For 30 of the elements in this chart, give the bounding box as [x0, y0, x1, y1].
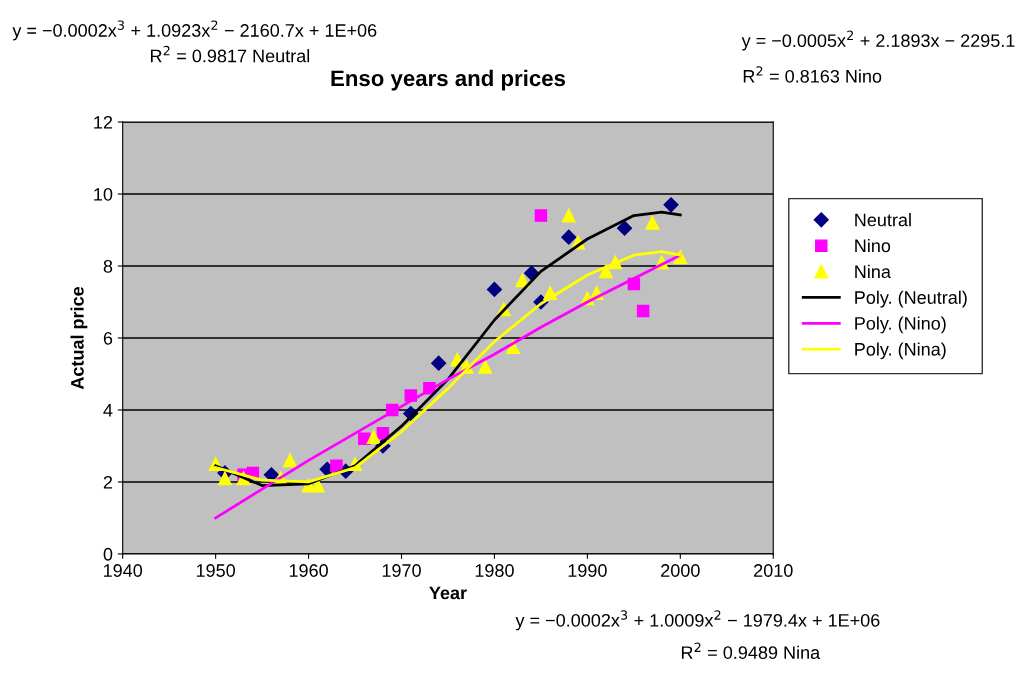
x-tick-label: 2010 [754, 564, 793, 577]
y-tick-label: 10 [94, 187, 113, 201]
x-tick-label: 1970 [382, 564, 421, 577]
legend-label: Poly. (Nina) [855, 342, 946, 360]
legend-label: Nina [855, 264, 891, 279]
x-tick-label: 1950 [196, 564, 236, 577]
x-tick-label: 1990 [568, 564, 607, 577]
x-tick-label: 1940 [103, 564, 143, 577]
y-tick-label: 6 [103, 331, 113, 345]
y-tick-label: 4 [103, 404, 113, 417]
legend-label: Nino [855, 238, 891, 253]
y-axis-title: Actual price [70, 286, 88, 390]
y-tick-label: 0 [103, 547, 113, 561]
x-tick-label: 1960 [289, 564, 328, 577]
legend-label: Neutral [855, 213, 911, 227]
x-axis-title: Year [429, 586, 467, 600]
y-tick-label: 8 [103, 259, 113, 273]
text: R$^{2}$ = 0.9489 Nina [681, 642, 821, 659]
text: R$^{2}$ = 0.9817 Neutral [150, 45, 310, 63]
text: y = −0.0002x$^{3}$ + 1.0009x$^{2}$ − 1979.4x + 1E+06 [515, 610, 880, 631]
y-tick-label: 2 [103, 475, 113, 489]
chart-title: Enso years and prices [331, 69, 566, 91]
text: y = −0.0005x$^{2}$ + 2.1893x − 2295.1 [741, 30, 1015, 51]
legend-label: Poly. (Nino) [855, 316, 946, 334]
text: y = −0.0002x$^{3}$ + 1.0923x$^{2}$ − 2160.7x + 1E+06 [12, 20, 377, 41]
legend-label: Poly. (Neutral) [855, 290, 967, 308]
x-tick-label: 1980 [475, 564, 514, 577]
x-tick-label: 2000 [661, 564, 700, 577]
text: R$^{2}$ = 0.8163 Nino [743, 66, 882, 83]
y-tick-label: 12 [94, 115, 113, 129]
